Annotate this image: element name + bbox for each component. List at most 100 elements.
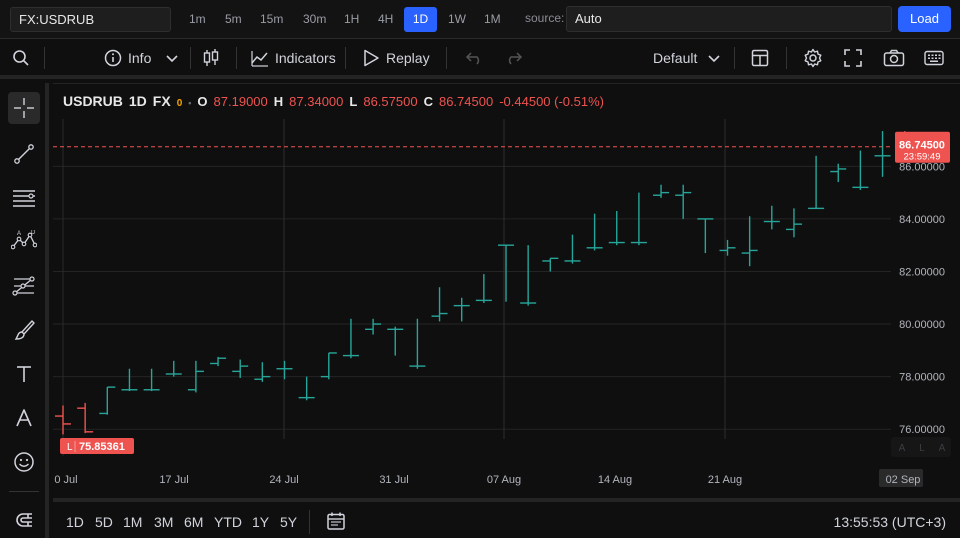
scale-mode-button[interactable]: A (899, 443, 906, 454)
fib-tool[interactable] (8, 182, 40, 214)
layout-button[interactable] (751, 39, 769, 77)
legend-open-value: 87.19000 (213, 94, 268, 109)
redo-button[interactable] (504, 39, 524, 77)
timeframe-1m[interactable]: 1m (189, 12, 206, 26)
keyboard-icon (924, 50, 944, 66)
replay-icon (364, 49, 379, 67)
legend-low-label: L (349, 94, 358, 109)
query-bar: FX:USDRUB 1m 5m 15m 30m 1H 4H 1D 1W 1M source: A… (0, 0, 960, 39)
screenshot-button[interactable] (883, 39, 905, 77)
undo-button[interactable] (464, 39, 484, 77)
range-6m[interactable]: 6M (184, 514, 204, 530)
range-ytd[interactable]: YTD (214, 514, 242, 530)
fullscreen-button[interactable] (844, 39, 862, 77)
search-icon (13, 50, 29, 66)
indicators-button[interactable]: Indicators (251, 39, 336, 77)
x-axis-tick-label: 02 Sep (886, 474, 921, 486)
camera-icon (883, 49, 905, 67)
range-3m[interactable]: 3M (154, 514, 174, 530)
goto-date-button[interactable] (326, 511, 346, 536)
low-tag-value: 75.85361 (79, 441, 125, 453)
symbol-input[interactable]: FX:USDRUB (10, 7, 171, 32)
emoji-tool[interactable] (8, 446, 40, 478)
price-tag-countdown: 23:59:49 (904, 152, 941, 163)
projection-tool[interactable] (8, 270, 40, 302)
price-tag-value: 86.74500 (899, 140, 945, 152)
replay-label: Replay (386, 50, 430, 66)
toolbar-divider (734, 47, 735, 69)
scale-mode-button[interactable]: A (939, 443, 946, 454)
trendline-tool[interactable] (8, 138, 40, 170)
crosshair-tool[interactable] (8, 92, 40, 124)
search-button[interactable] (12, 39, 30, 77)
legend-close-value: 86.74500 (438, 94, 494, 109)
fullscreen-icon (844, 49, 862, 67)
layout-icon (751, 49, 769, 67)
chart-pane[interactable]: 86.00000 84.00000 82.00000 80.00000 78.00000… (53, 83, 960, 494)
timeframe-1d[interactable]: 1D (404, 7, 437, 32)
font-icon (16, 409, 32, 427)
svg-text:A: A (17, 231, 21, 237)
x-axis-tick-label: 0 Jul (54, 474, 77, 486)
price-tag-bg (895, 131, 950, 163)
timeframe-5m[interactable]: 5m (225, 12, 242, 26)
font-tool[interactable] (8, 402, 40, 434)
settings-button[interactable] (803, 39, 823, 77)
svg-text:D: D (31, 230, 36, 236)
replay-button[interactable]: Replay (362, 39, 430, 77)
toolbar-divider (190, 47, 191, 69)
text-tool[interactable] (8, 358, 40, 390)
y-axis-tick-label: 84.00000 (899, 214, 945, 226)
hotkeys-button[interactable] (924, 39, 944, 77)
brush-tool[interactable] (8, 314, 40, 346)
magnet-icon (16, 513, 32, 527)
y-axis-tick-label: 78.00000 (899, 372, 945, 384)
fib-icon (13, 190, 35, 207)
source-label: source: (525, 11, 565, 25)
range-1d[interactable]: 1D (66, 514, 84, 530)
legend-change: -0.44500 (-0.51%) (499, 94, 604, 109)
emoji-icon (14, 452, 34, 472)
x-axis-tick-label: 24 Jul (269, 474, 298, 486)
info-button[interactable]: Info (104, 39, 179, 77)
range-1m[interactable]: 1M (123, 514, 143, 530)
symbol-legend: USDRUB 1D FX 0 • O 87.19000 H 87.34000 L… (63, 93, 604, 109)
timeframe-15m[interactable]: 15m (260, 12, 284, 26)
y-axis-tick-label: 80.00000 (899, 319, 945, 331)
y-axis-tick-label: 86.00000 (899, 161, 945, 173)
range-1y[interactable]: 1Y (252, 514, 270, 530)
trendline-icon (14, 144, 34, 164)
gear-icon (804, 48, 822, 68)
scale-mode-button[interactable]: L (919, 443, 925, 454)
legend-exchange: FX (152, 93, 171, 109)
timezone-clock[interactable]: 13:55:53 (UTC+3) (833, 514, 946, 530)
layout-select[interactable]: Default (653, 39, 721, 77)
legend-open-label: O (197, 94, 208, 109)
range-5y[interactable]: 5Y (280, 514, 298, 530)
indicators-icon (251, 51, 268, 67)
toolbar-divider (236, 47, 237, 69)
chart-type-button[interactable] (202, 39, 220, 77)
timeframe-30m[interactable]: 30m (303, 12, 327, 26)
range-5d[interactable]: 5D (95, 514, 113, 530)
brush-icon (14, 320, 35, 340)
magnet-tool[interactable] (8, 504, 40, 536)
undo-icon (465, 52, 480, 65)
timeframe-1m[interactable]: 1M (484, 12, 501, 26)
chart-toolbar: Info Indicators Replay Default (0, 39, 960, 79)
legend-symbol: USDRUB (63, 93, 123, 109)
load-button[interactable]: Load (898, 6, 951, 32)
layout-label: Default (653, 50, 698, 66)
y-axis-tick-label: 82.00000 (899, 266, 945, 278)
timeframe-1w[interactable]: 1W (448, 12, 466, 26)
x-axis-tick-label: 21 Aug (708, 474, 742, 486)
timeframe-1h[interactable]: 1H (344, 12, 360, 26)
source-input[interactable]: Auto (566, 6, 892, 32)
legend-close-label: C (423, 94, 433, 109)
price-chart[interactable]: 86.00000 84.00000 82.00000 80.00000 78.00000… (53, 84, 960, 495)
timeframe-4h[interactable]: 4H (378, 12, 394, 26)
x-axis-cursor-bg (879, 469, 923, 487)
